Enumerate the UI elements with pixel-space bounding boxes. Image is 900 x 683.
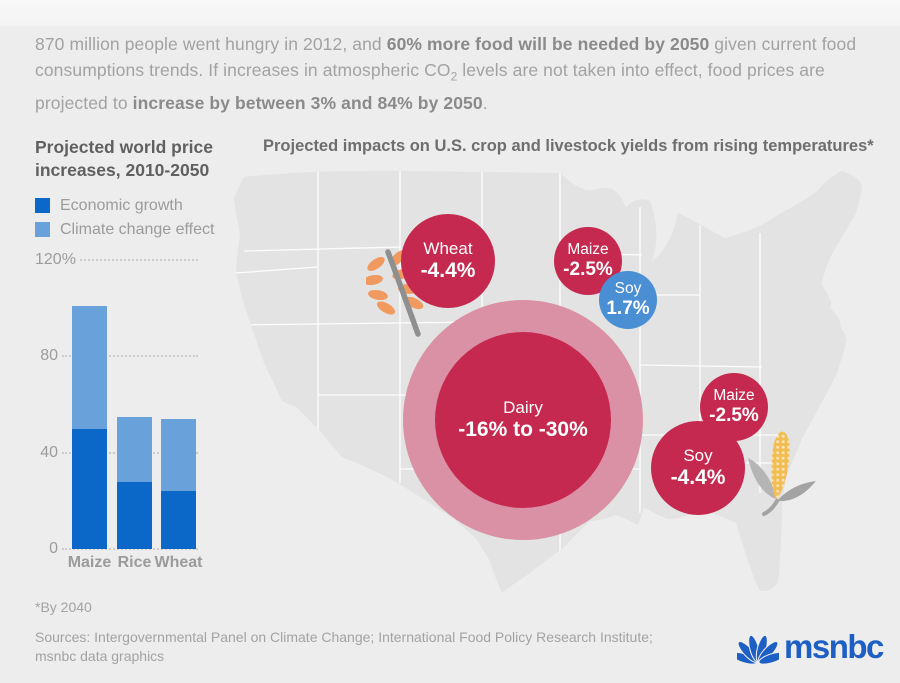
x-axis-label-maize: Maize bbox=[67, 554, 112, 571]
climate-change-swatch-icon bbox=[35, 221, 50, 237]
y-axis-tick-label: 0 bbox=[49, 540, 58, 557]
bar-rice-economic-growth bbox=[117, 481, 152, 549]
x-axis-label-wheat: Wheat bbox=[154, 554, 203, 571]
wheat-stalk-icon bbox=[366, 249, 424, 337]
bar-rice-climate-change bbox=[117, 416, 152, 482]
sources-line2: msnbc data graphics bbox=[35, 648, 165, 664]
price-chart-title-line2: increases, 2010-2050 bbox=[35, 160, 210, 180]
map-footnote: *By 2040 bbox=[35, 599, 92, 615]
economic-growth-swatch-icon bbox=[35, 197, 50, 213]
price-chart-title-line1: Projected world price bbox=[35, 137, 213, 157]
msnbc-logo-text: msnbc bbox=[784, 628, 884, 665]
y-axis-tick-label: 40 bbox=[40, 443, 58, 461]
price-chart-title: Projected world price increases, 2010-20… bbox=[35, 136, 213, 182]
legend-item-climate-change: Climate change effect bbox=[35, 221, 214, 237]
y-axis-tick-label: 80 bbox=[40, 347, 58, 365]
bar-maize-climate-change bbox=[72, 305, 107, 429]
bar-wheat-economic-growth bbox=[161, 491, 196, 549]
us-map-silhouette-icon bbox=[234, 170, 862, 593]
gridline bbox=[62, 548, 198, 550]
gridline bbox=[62, 355, 198, 358]
msnbc-logo: msnbc bbox=[737, 628, 884, 666]
bar-maize-economic-growth bbox=[72, 428, 107, 549]
map-title: Projected impacts on U.S. crop and lives… bbox=[263, 137, 874, 155]
x-axis-label-rice: Rice bbox=[117, 554, 152, 571]
sources-text: Sources: Intergovernmental Panel on Clim… bbox=[35, 628, 653, 666]
sources-line1: Sources: Intergovernmental Panel on Clim… bbox=[35, 629, 653, 645]
peacock-icon bbox=[737, 634, 779, 665]
corn-cob-icon bbox=[748, 431, 816, 516]
legend-label: Climate change effect bbox=[60, 220, 215, 238]
y-axis-tick-label: 120% bbox=[35, 251, 76, 268]
bar-wheat-climate-change bbox=[161, 418, 196, 492]
gridline bbox=[80, 259, 198, 261]
legend-item-economic-growth: Economic growth bbox=[35, 197, 183, 213]
intro-text: 870 million people went hungry in 2012, … bbox=[35, 34, 857, 113]
legend-label: Economic growth bbox=[60, 196, 183, 214]
top-band bbox=[0, 0, 900, 26]
us-map bbox=[230, 163, 875, 600]
